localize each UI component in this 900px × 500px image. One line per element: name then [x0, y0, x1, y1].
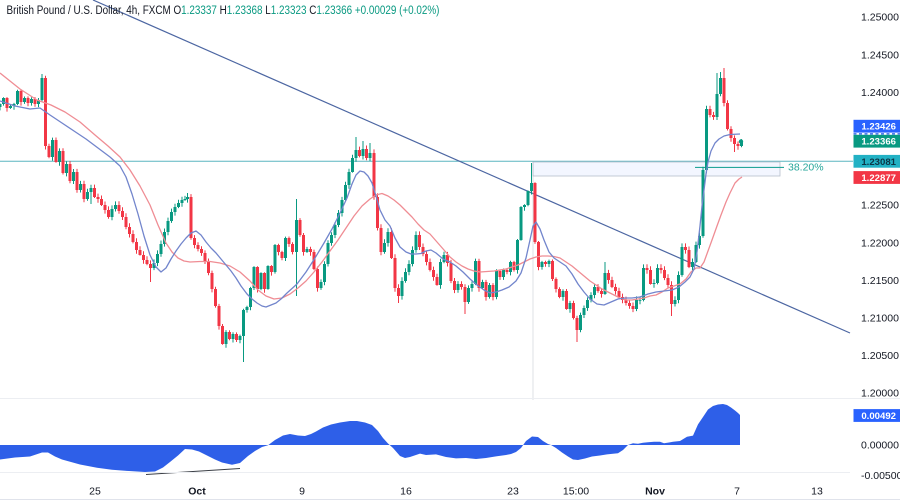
svg-text:1.23366: 1.23366 [861, 137, 896, 148]
svg-text:British Pound / U.S. Dollar, 4: British Pound / U.S. Dollar, 4h, FXCM O1… [7, 5, 440, 17]
svg-text:Nov: Nov [645, 486, 665, 498]
svg-text:1.21000: 1.21000 [861, 313, 899, 325]
svg-text:1.25000: 1.25000 [861, 12, 899, 24]
svg-text:38.20%: 38.20% [788, 162, 824, 174]
svg-text:1.23426: 1.23426 [861, 122, 896, 133]
svg-text:1.21500: 1.21500 [861, 275, 899, 287]
svg-text:25: 25 [89, 486, 101, 498]
svg-text:9: 9 [299, 486, 305, 498]
svg-text:1.22500: 1.22500 [861, 200, 899, 212]
svg-text:1.22000: 1.22000 [861, 237, 899, 249]
svg-text:1.24000: 1.24000 [861, 87, 899, 99]
svg-text:13: 13 [811, 486, 823, 498]
svg-text:15:00: 15:00 [563, 486, 589, 498]
svg-text:23: 23 [507, 486, 519, 498]
svg-text:1.23081: 1.23081 [861, 157, 896, 168]
svg-text:7: 7 [734, 486, 740, 498]
svg-text:1.20500: 1.20500 [861, 350, 899, 362]
svg-text:0.00492: 0.00492 [861, 411, 896, 422]
svg-text:1.24500: 1.24500 [861, 49, 899, 61]
svg-text:1.20000: 1.20000 [861, 388, 899, 400]
svg-text:1.22877: 1.22877 [861, 173, 896, 184]
svg-text:-0.00500: -0.00500 [861, 470, 900, 482]
svg-text:Oct: Oct [188, 486, 206, 498]
svg-text:16: 16 [400, 486, 412, 498]
svg-text:0.00000: 0.00000 [861, 440, 899, 452]
